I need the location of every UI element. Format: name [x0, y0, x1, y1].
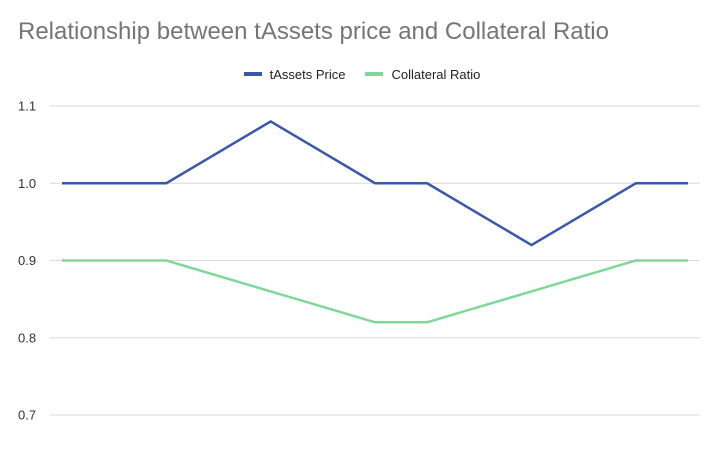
legend-entry-tassets-price: tAssets Price [243, 66, 346, 82]
y-tick-label: 1.0 [18, 176, 36, 191]
y-tick-label: 0.9 [18, 253, 36, 268]
legend: tAssets Price Collateral Ratio [0, 66, 724, 82]
y-tick-label: 1.1 [18, 99, 36, 114]
legend-swatch-collateral-ratio [365, 72, 384, 76]
legend-swatch-tassets-price [243, 72, 262, 76]
series-line-collateral-ratio [62, 259, 688, 324]
legend-entry-collateral-ratio: Collateral Ratio [365, 67, 480, 82]
chart-title: Relationship between tAssets price and C… [18, 18, 609, 45]
y-tick-label: 0.7 [18, 408, 36, 423]
legend-label-collateral-ratio: Collateral Ratio [391, 66, 481, 82]
legend-label-tassets-price: tAssets Price [269, 66, 346, 82]
y-tick-label: 0.8 [18, 330, 36, 345]
series-line-tassets-price [62, 119, 688, 247]
